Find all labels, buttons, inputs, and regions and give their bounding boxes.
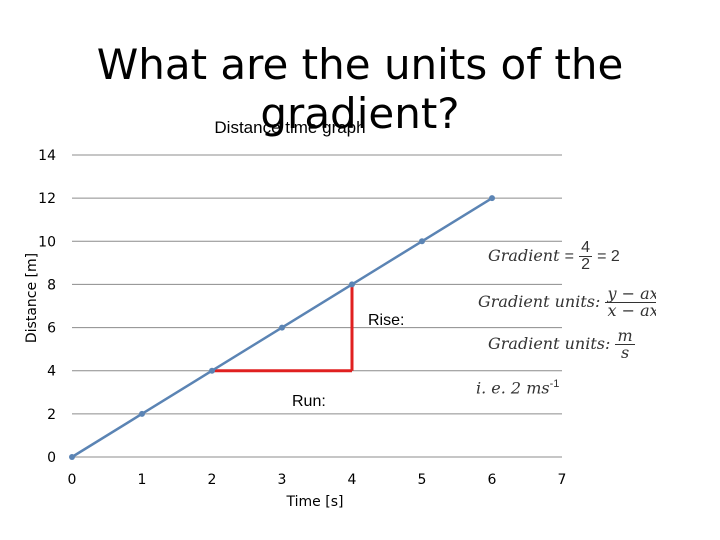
run-label: Run: bbox=[292, 393, 326, 410]
data-point-5-10 bbox=[419, 238, 425, 245]
y-tick-label-10: 10 bbox=[38, 234, 56, 250]
units-denominator-ms: s bbox=[620, 343, 630, 362]
x-tick-label-4: 4 bbox=[348, 472, 357, 488]
y-tick-label-14: 14 bbox=[38, 148, 56, 164]
y-tick-label-0: 0 bbox=[47, 450, 56, 466]
y-tick-label-8: 8 bbox=[47, 277, 56, 293]
data-point-4-8 bbox=[349, 281, 355, 288]
units-fraction-xy: y − ax x − ax bbox=[605, 286, 656, 319]
equals-sign: = bbox=[564, 248, 574, 265]
data-point-2-4 bbox=[209, 367, 215, 374]
fraction-numerator: 4 bbox=[579, 239, 592, 257]
y-tick-label-2: 2 bbox=[47, 407, 56, 423]
x-tick-label-0: 0 bbox=[68, 472, 77, 488]
gradient-result: = 2 bbox=[597, 248, 620, 265]
gradient-fraction: 4 2 bbox=[579, 240, 592, 273]
y-tick-label-12: 12 bbox=[38, 191, 56, 207]
x-tick-label-3: 3 bbox=[278, 472, 287, 488]
units-denominator-xy: x − ax bbox=[607, 301, 656, 319]
slide-title: What are the units of the gradient? bbox=[96, 40, 624, 138]
data-point-3-6 bbox=[279, 324, 285, 331]
data-point-0-0 bbox=[69, 454, 75, 460]
ie-text: i. e. 2 ms bbox=[476, 378, 550, 398]
x-tick-label-1: 1 bbox=[138, 472, 147, 488]
y-tick-label-6: 6 bbox=[47, 321, 56, 337]
data-point-1-2 bbox=[139, 410, 145, 417]
gradient-equation: Gradient = 4 2 = 2 bbox=[488, 240, 620, 273]
units-numerator-xy: y − ax bbox=[605, 286, 656, 303]
gradient-units-label-2: Gradient units: bbox=[488, 334, 611, 353]
x-axis-label: Time [s] bbox=[286, 494, 344, 510]
data-point-6-12 bbox=[489, 195, 495, 202]
units-numerator-ms: m bbox=[615, 326, 635, 345]
ie-exponent: -1 bbox=[549, 378, 560, 390]
gradient-units-label: Gradient units: bbox=[478, 292, 601, 311]
ie-units: i. e. 2 ms-1 bbox=[476, 378, 559, 397]
fraction-denominator: 2 bbox=[581, 256, 590, 273]
gradient-units-xy: Gradient units: y − ax x − ax bbox=[478, 286, 656, 319]
x-tick-label-6: 6 bbox=[488, 472, 497, 488]
x-tick-label-7: 7 bbox=[558, 472, 567, 488]
x-tick-label-5: 5 bbox=[418, 472, 427, 488]
chart-title: Distance time graph bbox=[214, 118, 365, 137]
y-tick-label-4: 4 bbox=[47, 364, 56, 380]
units-fraction-ms: m s bbox=[615, 326, 635, 362]
x-tick-label-2: 2 bbox=[208, 472, 217, 488]
rise-label: Rise: bbox=[368, 312, 404, 329]
y-axis-label: Distance [m] bbox=[24, 253, 40, 343]
gradient-units-ms: Gradient units: m s bbox=[488, 328, 635, 361]
gradient-word: Gradient bbox=[488, 246, 560, 265]
